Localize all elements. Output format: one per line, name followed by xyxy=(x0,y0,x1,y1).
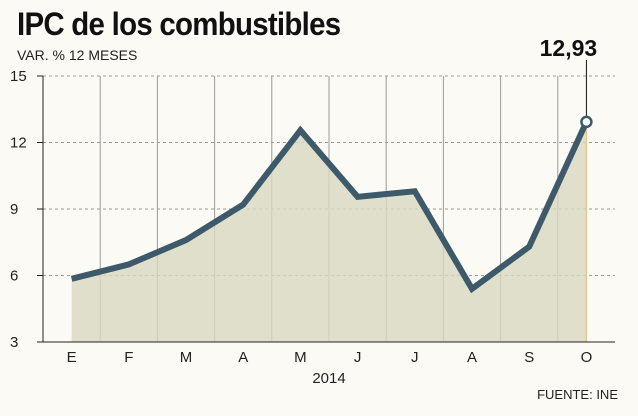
x-tick-label: S xyxy=(524,349,534,366)
x-tick-label: E xyxy=(67,349,77,366)
y-tick-label: 9 xyxy=(10,201,18,218)
x-tick-label: O xyxy=(581,349,593,366)
x-tick-label: M xyxy=(294,349,307,366)
annotation-marker xyxy=(580,115,593,129)
y-tick-label: 3 xyxy=(10,334,18,351)
x-tick-label: M xyxy=(180,349,193,366)
source-note: FUENTE: INE xyxy=(537,387,618,402)
area-fill xyxy=(71,121,587,342)
x-tick-label: J xyxy=(411,349,419,366)
x-tick-label: A xyxy=(467,349,477,366)
x-axis-label: 2014 xyxy=(312,370,345,387)
annotation-label: 12,93 xyxy=(540,35,598,61)
x-tick-label: J xyxy=(354,349,362,366)
y-tick-label: 12 xyxy=(10,135,27,152)
y-tick-label: 15 xyxy=(10,68,27,85)
x-tick-label: F xyxy=(124,349,133,366)
chart-title: IPC de los combustibles xyxy=(17,6,341,42)
axes xyxy=(37,75,615,343)
y-axis-tick-labels: 3 6 9 12 15 xyxy=(10,68,27,351)
x-tick-label: A xyxy=(238,349,248,366)
chart-subtitle: VAR. % 12 MESES xyxy=(17,47,138,63)
y-tick-label: 6 xyxy=(10,268,18,285)
series-line xyxy=(70,120,590,294)
